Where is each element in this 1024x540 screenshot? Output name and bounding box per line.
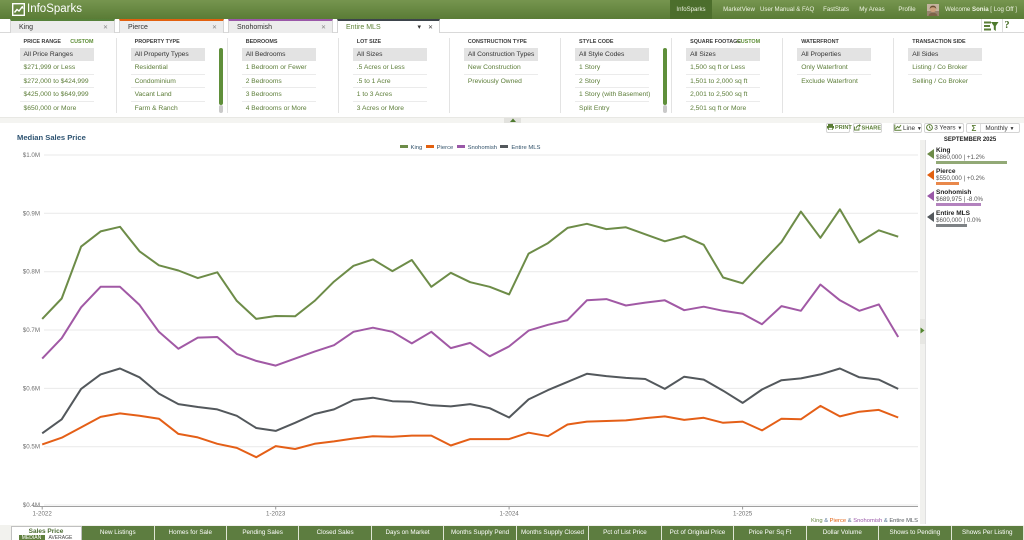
svg-text:$0.8M: $0.8M	[23, 269, 40, 276]
svg-text:1-2024: 1-2024	[499, 511, 519, 518]
svg-text:1-2022: 1-2022	[33, 511, 53, 518]
svg-text:$0.7M: $0.7M	[23, 327, 40, 334]
svg-text:$0.5M: $0.5M	[23, 444, 40, 451]
svg-text:$0.4M: $0.4M	[23, 502, 40, 509]
svg-text:1-2023: 1-2023	[266, 511, 286, 518]
svg-text:$1.0M: $1.0M	[23, 152, 40, 159]
svg-text:1-2025: 1-2025	[733, 511, 753, 518]
svg-text:$0.9M: $0.9M	[23, 210, 40, 217]
svg-text:King & Pierce & Snohomish & En: King & Pierce & Snohomish & Entire MLS	[811, 518, 918, 524]
svg-text:$0.6M: $0.6M	[23, 385, 40, 392]
